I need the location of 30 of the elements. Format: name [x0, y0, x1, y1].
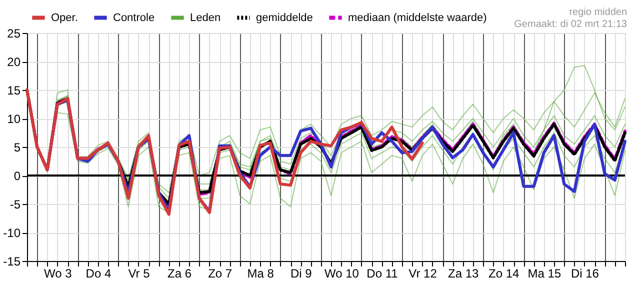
x-tick-label: Wo 10 [324, 266, 360, 280]
y-tick-label: 15 [7, 84, 21, 98]
legend-label: Oper. [51, 12, 78, 24]
x-tick-label: Zo 14 [488, 266, 520, 280]
x-tick-label: Za 13 [448, 266, 479, 280]
x-tick-label: Do 4 [86, 266, 112, 280]
x-tick-label: Wo 3 [44, 266, 72, 280]
x-tick-label: Vr 12 [408, 266, 438, 280]
x-tick-label: Ma 15 [528, 266, 562, 280]
y-tick-label: 10 [7, 112, 21, 126]
y-tick-label: 20 [7, 55, 21, 69]
legend-label: Leden [190, 12, 221, 24]
legend-label: mediaan (middelste waarde) [348, 12, 487, 24]
text: regio midden [569, 7, 627, 18]
y-tick-label: 0 [14, 169, 21, 183]
legend-label: Controle [113, 12, 155, 24]
x-tick-label: Ma 8 [247, 266, 274, 280]
x-tick-label: Di 9 [290, 266, 312, 280]
x-tick-label: Zo 7 [208, 266, 232, 280]
y-tick-label: 25 [7, 26, 21, 40]
y-tick-label: -10 [3, 226, 21, 240]
x-tick-label: Za 6 [168, 266, 192, 280]
legend-label: gemiddelde [256, 12, 313, 24]
x-tick-label: Do 11 [366, 266, 398, 280]
x-tick-label: Vr 5 [128, 266, 150, 280]
y-tick-label: -15 [3, 254, 21, 268]
y-tick-label: 5 [14, 140, 21, 154]
y-tick-label: -5 [10, 198, 21, 212]
x-tick-label: Di 16 [570, 266, 600, 280]
text: Gemaakt: di 02 mrt 21:13 [514, 19, 628, 30]
